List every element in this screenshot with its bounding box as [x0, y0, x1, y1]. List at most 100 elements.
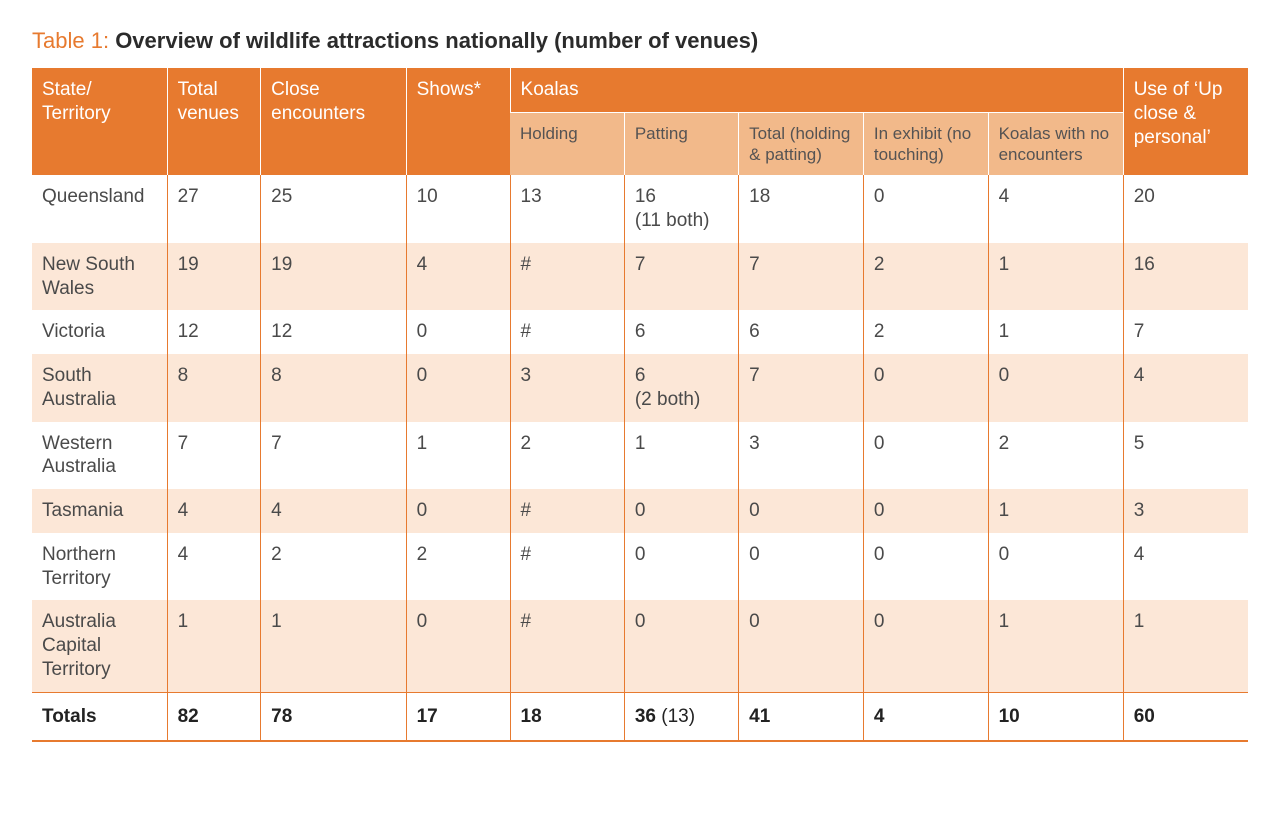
- cell-state: Australia Capital Territory: [32, 600, 167, 692]
- cell-total: 1: [167, 600, 261, 692]
- table-row: Victoria12120#66217: [32, 310, 1248, 354]
- cell-use: 5: [1123, 422, 1248, 490]
- col-close-encounters: Close encounters: [261, 68, 406, 175]
- cell-patting: 6: [624, 310, 738, 354]
- cell-use: 7: [1123, 310, 1248, 354]
- cell-kno: 1: [988, 243, 1123, 311]
- cell-use: 3: [1123, 489, 1248, 533]
- totals-kno: 10: [988, 692, 1123, 741]
- cell-use: 20: [1123, 175, 1248, 243]
- totals-close: 78: [261, 692, 406, 741]
- totals-holding: 18: [510, 692, 624, 741]
- cell-state: South Australia: [32, 354, 167, 422]
- cell-kexhibit: 2: [863, 310, 988, 354]
- cell-kexhibit: 0: [863, 489, 988, 533]
- cell-ktotal: 0: [739, 600, 864, 692]
- cell-kno: 1: [988, 600, 1123, 692]
- cell-state: Western Australia: [32, 422, 167, 490]
- table-row: New South Wales19194#772116: [32, 243, 1248, 311]
- cell-ktotal: 0: [739, 533, 864, 601]
- col-shows: Shows*: [406, 68, 510, 175]
- cell-shows: 0: [406, 310, 510, 354]
- table-label: Table 1:: [32, 28, 109, 53]
- totals-ktotal: 41: [739, 692, 864, 741]
- cell-holding: #: [510, 310, 624, 354]
- cell-patting: 0: [624, 600, 738, 692]
- table-row: Australia Capital Territory110#00011: [32, 600, 1248, 692]
- cell-kno: 0: [988, 354, 1123, 422]
- table-row: South Australia88036(2 both)7004: [32, 354, 1248, 422]
- col-koalas-group: Koalas: [510, 68, 1123, 112]
- cell-ktotal: 7: [739, 243, 864, 311]
- cell-patting: 16(11 both): [624, 175, 738, 243]
- cell-kexhibit: 0: [863, 533, 988, 601]
- cell-use: 4: [1123, 533, 1248, 601]
- cell-ktotal: 0: [739, 489, 864, 533]
- col-use: Use of ‘Up close & personal’: [1123, 68, 1248, 175]
- cell-ktotal: 3: [739, 422, 864, 490]
- cell-state: Victoria: [32, 310, 167, 354]
- totals-use: 60: [1123, 692, 1248, 741]
- totals-patting: 36 (13): [624, 692, 738, 741]
- cell-kexhibit: 2: [863, 243, 988, 311]
- cell-shows: 0: [406, 600, 510, 692]
- cell-kno: 1: [988, 489, 1123, 533]
- table-title: Table 1: Overview of wildlife attraction…: [32, 28, 1248, 54]
- cell-shows: 0: [406, 354, 510, 422]
- table-row: Queensland2725101316(11 both)180420: [32, 175, 1248, 243]
- cell-total: 19: [167, 243, 261, 311]
- table-row: Tasmania440#00013: [32, 489, 1248, 533]
- cell-close: 8: [261, 354, 406, 422]
- cell-use: 16: [1123, 243, 1248, 311]
- cell-patting: 0: [624, 533, 738, 601]
- cell-holding: #: [510, 600, 624, 692]
- cell-kexhibit: 0: [863, 600, 988, 692]
- cell-kno: 1: [988, 310, 1123, 354]
- totals-kexhibit: 4: [863, 692, 988, 741]
- cell-holding: #: [510, 243, 624, 311]
- col-koalas-patting: Patting: [624, 112, 738, 175]
- cell-holding: 2: [510, 422, 624, 490]
- cell-close: 2: [261, 533, 406, 601]
- cell-state: Queensland: [32, 175, 167, 243]
- cell-holding: 13: [510, 175, 624, 243]
- totals-patting-main: 36: [635, 706, 656, 727]
- cell-ktotal: 6: [739, 310, 864, 354]
- totals-label: Totals: [32, 692, 167, 741]
- cell-holding: #: [510, 533, 624, 601]
- table-head: State/Territory Total venues Close encou…: [32, 68, 1248, 175]
- cell-use: 4: [1123, 354, 1248, 422]
- table-name: Overview of wildlife attractions nationa…: [115, 28, 758, 53]
- cell-shows: 0: [406, 489, 510, 533]
- cell-close: 25: [261, 175, 406, 243]
- table-row: Northern Territory422#00004: [32, 533, 1248, 601]
- cell-total: 7: [167, 422, 261, 490]
- col-koalas-exhibit: In exhibit (no touching): [863, 112, 988, 175]
- cell-kno: 2: [988, 422, 1123, 490]
- cell-shows: 2: [406, 533, 510, 601]
- cell-total: 27: [167, 175, 261, 243]
- col-koalas-no-enc: Koalas with no encounters: [988, 112, 1123, 175]
- totals-shows: 17: [406, 692, 510, 741]
- cell-close: 12: [261, 310, 406, 354]
- cell-holding: 3: [510, 354, 624, 422]
- totals-row: Totals8278171836 (13)4141060: [32, 692, 1248, 741]
- cell-total: 4: [167, 489, 261, 533]
- cell-close: 1: [261, 600, 406, 692]
- totals-patting-paren: (13): [656, 706, 695, 727]
- cell-close: 4: [261, 489, 406, 533]
- cell-ktotal: 18: [739, 175, 864, 243]
- cell-holding: #: [510, 489, 624, 533]
- cell-shows: 10: [406, 175, 510, 243]
- cell-patting: 0: [624, 489, 738, 533]
- cell-close: 7: [261, 422, 406, 490]
- col-state: State/Territory: [32, 68, 167, 175]
- cell-kexhibit: 0: [863, 175, 988, 243]
- cell-total: 8: [167, 354, 261, 422]
- col-total-venues: Total venues: [167, 68, 261, 175]
- cell-patting: 6(2 both): [624, 354, 738, 422]
- cell-state: New South Wales: [32, 243, 167, 311]
- cell-state: Northern Territory: [32, 533, 167, 601]
- cell-state: Tasmania: [32, 489, 167, 533]
- cell-shows: 1: [406, 422, 510, 490]
